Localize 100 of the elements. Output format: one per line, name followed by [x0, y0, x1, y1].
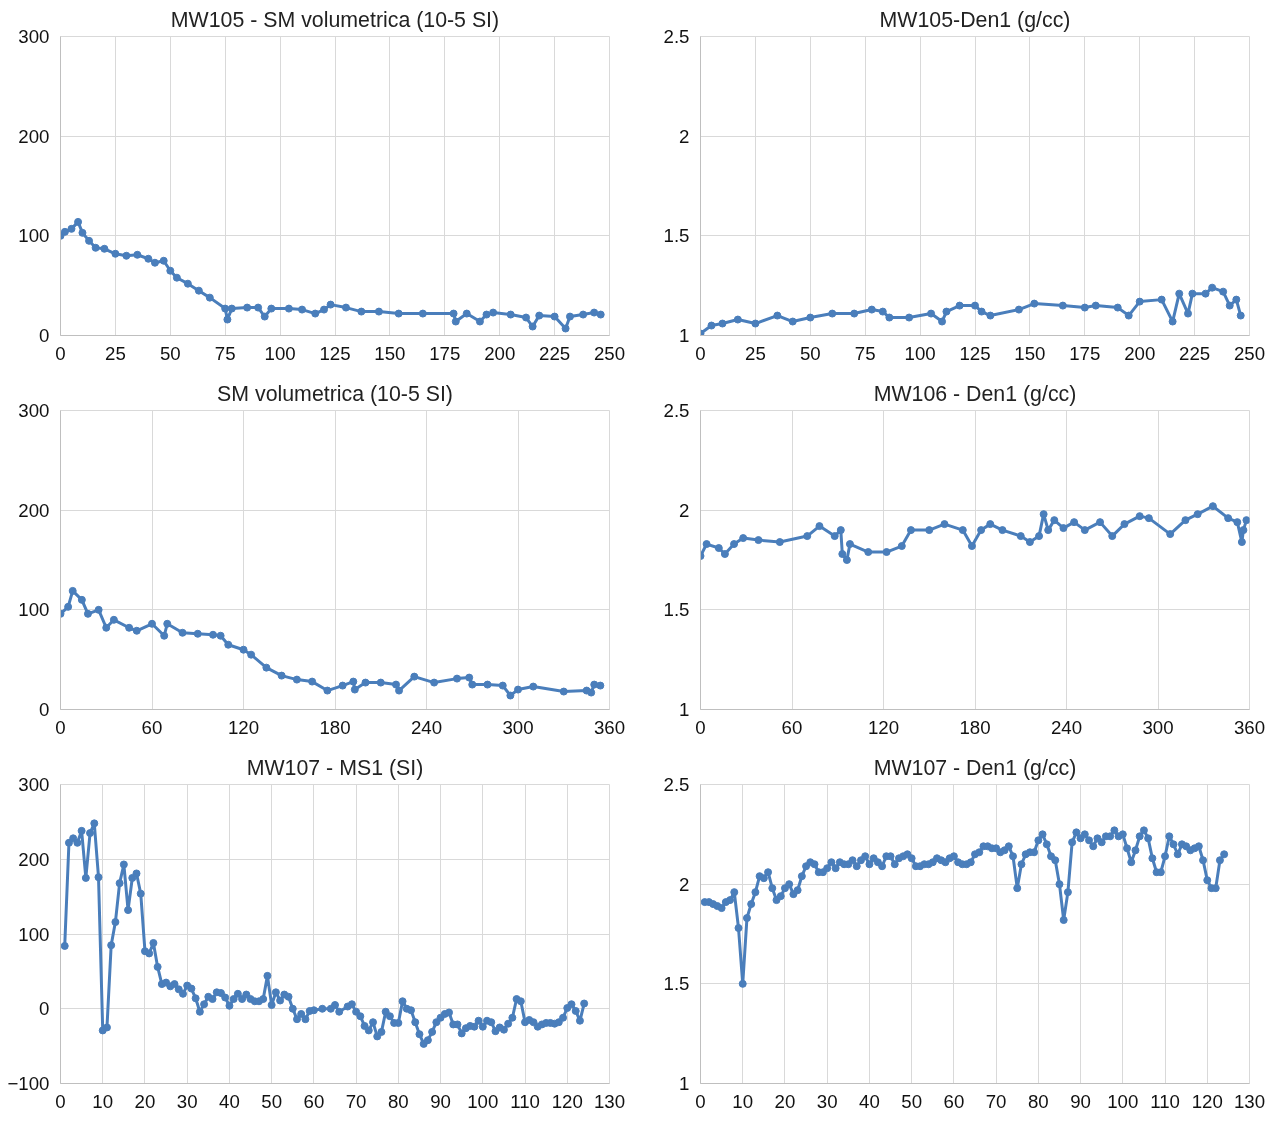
point — [927, 309, 936, 318]
point — [74, 217, 83, 226]
x-tick-label: 90 — [430, 1090, 451, 1112]
x-tick-label: 75 — [214, 342, 236, 364]
x-tick-label: 110 — [510, 1090, 540, 1112]
point — [341, 303, 350, 312]
y-tick-label: 2 — [679, 873, 690, 895]
point — [1091, 301, 1100, 310]
chart-title: MW105 - SM volumetrica (10-5 SI) — [170, 7, 500, 32]
chart-title: MW105-Den1 (g/cc) — [879, 7, 1071, 32]
y-tick-label: 300 — [18, 774, 50, 795]
point — [1050, 516, 1059, 525]
point — [277, 671, 286, 680]
point — [91, 243, 100, 252]
point — [430, 678, 439, 687]
point — [361, 678, 370, 687]
point — [298, 305, 307, 314]
point — [223, 315, 232, 324]
point — [1059, 524, 1068, 533]
point — [971, 301, 979, 310]
y-tick-label: 100 — [18, 225, 50, 247]
x-tick-label: 50 — [159, 342, 181, 364]
point — [720, 550, 729, 559]
point — [64, 602, 73, 611]
y-tick-label: 2 — [679, 499, 690, 521]
point — [714, 544, 723, 553]
point — [311, 309, 320, 318]
point — [205, 293, 214, 302]
point — [449, 309, 458, 318]
point — [1080, 303, 1089, 312]
point — [1188, 289, 1197, 298]
x-tick-label: 300 — [1142, 716, 1174, 738]
point — [596, 681, 605, 690]
x-tick-label: 150 — [374, 342, 406, 364]
point — [565, 312, 574, 321]
point — [579, 310, 588, 319]
x-tick-label: 360 — [593, 716, 626, 738]
point — [733, 315, 742, 324]
point — [897, 542, 906, 551]
x-tick-label: 0 — [695, 1090, 706, 1112]
point — [125, 623, 134, 632]
point — [67, 224, 76, 233]
point — [239, 645, 248, 654]
point — [1124, 311, 1133, 320]
x-tick-label: 20 — [774, 1090, 796, 1112]
x-tick-label: 110 — [1150, 1090, 1180, 1112]
point — [349, 677, 358, 686]
point — [1070, 518, 1079, 527]
point — [489, 308, 498, 317]
point — [410, 672, 419, 681]
point — [1108, 532, 1117, 541]
x-tick-label: 130 — [1233, 1090, 1266, 1112]
y-tick-label: −100 — [7, 1073, 50, 1094]
point — [465, 673, 474, 682]
point — [100, 244, 109, 253]
x-tick-label: 70 — [345, 1090, 367, 1112]
point — [323, 686, 332, 695]
point — [109, 615, 118, 624]
point — [102, 623, 111, 632]
point — [462, 309, 471, 318]
x-tick-label: 25 — [745, 342, 766, 364]
point — [357, 307, 366, 316]
point — [1113, 303, 1122, 312]
point — [535, 311, 544, 320]
y-tick-label: 2.5 — [663, 26, 690, 47]
point — [514, 685, 522, 694]
point — [1201, 289, 1210, 298]
point — [284, 304, 293, 313]
point — [482, 310, 491, 319]
x-tick-label: 50 — [901, 1090, 923, 1112]
point — [718, 319, 727, 328]
point — [1080, 526, 1089, 535]
point — [986, 311, 995, 320]
x-tick-label: 175 — [429, 342, 461, 364]
point — [68, 586, 77, 595]
x-tick-label: 200 — [1124, 342, 1156, 364]
x-tick-label: 10 — [732, 1090, 754, 1112]
point — [775, 538, 784, 547]
point — [878, 307, 887, 316]
y-tick-label: 2.5 — [663, 400, 690, 421]
point — [1237, 538, 1246, 547]
point — [1058, 301, 1067, 310]
point — [885, 313, 894, 322]
point — [1166, 530, 1175, 539]
point — [1157, 295, 1166, 304]
point — [350, 685, 359, 694]
y-tick-label: 1.5 — [663, 599, 690, 621]
point — [850, 309, 859, 318]
point — [1224, 514, 1233, 523]
point — [254, 303, 263, 312]
point — [1014, 305, 1023, 314]
point — [806, 313, 815, 322]
x-tick-label: 225 — [539, 342, 571, 364]
point — [374, 307, 383, 316]
point — [418, 309, 427, 318]
y-tick-label: 100 — [18, 599, 50, 621]
x-tick-label: 60 — [303, 1090, 325, 1112]
x-tick-label: 40 — [219, 1090, 240, 1112]
x-tick-label: 90 — [1070, 1090, 1091, 1112]
point — [561, 324, 570, 333]
